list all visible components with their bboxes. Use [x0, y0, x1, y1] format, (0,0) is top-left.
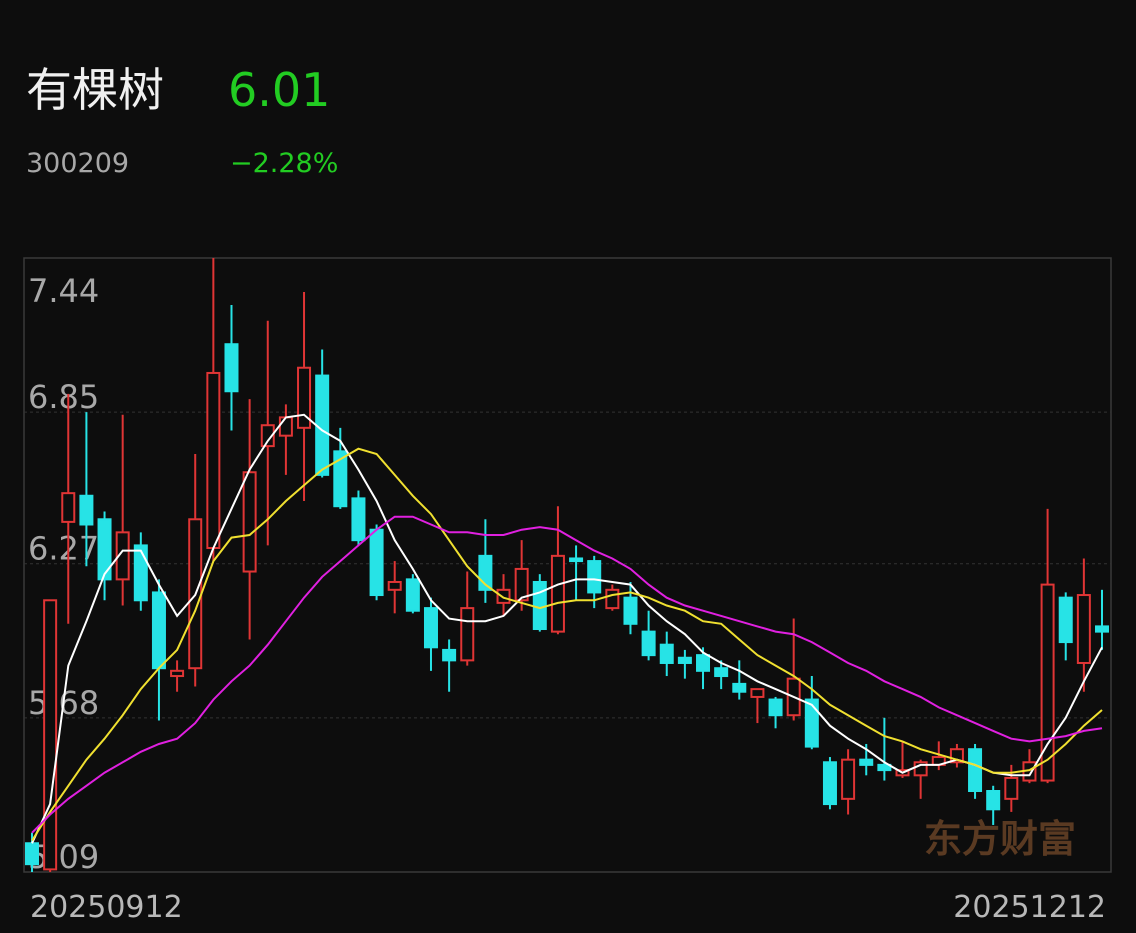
candle-body	[278, 416, 293, 437]
candle-body	[369, 528, 384, 597]
candle-body	[768, 698, 783, 717]
candle-body	[696, 654, 711, 672]
candle-body	[442, 648, 457, 662]
candle-body	[659, 643, 674, 664]
candle-body	[841, 758, 856, 800]
candle-body	[968, 748, 983, 793]
stock-code: 300209	[26, 148, 129, 179]
y-tick-label: 7.44	[28, 272, 99, 310]
moving-average-line	[31, 447, 1103, 842]
candle-body	[1040, 583, 1055, 782]
candle-body	[986, 790, 1001, 811]
candle-body	[732, 682, 747, 693]
candle-body	[387, 580, 402, 591]
candle-body	[550, 554, 565, 633]
candle-body	[804, 698, 819, 748]
candle-body	[514, 567, 529, 602]
candle-body	[133, 544, 148, 602]
candle-body	[1076, 594, 1091, 664]
stock-price: 6.01	[228, 63, 330, 117]
candle-body	[587, 560, 602, 594]
candle-body	[97, 518, 112, 581]
candle-body	[315, 374, 330, 476]
candle-body	[242, 471, 257, 573]
stock-name: 有棵树	[26, 63, 164, 117]
candle-body	[260, 424, 275, 448]
candle-body	[532, 580, 547, 631]
candle-body	[750, 688, 765, 698]
candle-body	[351, 497, 366, 542]
candle-body	[115, 531, 130, 581]
candle-body	[151, 591, 166, 670]
candle-body	[333, 450, 348, 508]
candle-body	[1095, 625, 1109, 633]
x-tick-label: 20251212	[953, 890, 1106, 925]
candle-body	[224, 343, 239, 393]
moving-average-line	[31, 515, 1103, 834]
candle-body	[641, 630, 656, 657]
candle-body	[423, 607, 438, 649]
candle-body	[877, 763, 892, 772]
candle-body	[496, 588, 511, 604]
y-tick-label: 6.27	[28, 530, 99, 568]
candle-body	[25, 842, 39, 866]
y-tick-label: 5.09	[28, 838, 99, 876]
y-tick-label: 6.85	[28, 378, 99, 416]
candle-body	[605, 588, 620, 610]
candle-body	[206, 371, 221, 550]
watermark: 东方财富	[924, 817, 1076, 861]
x-tick-label: 20250912	[30, 890, 183, 925]
candle-body	[1058, 596, 1073, 644]
candle-body	[822, 761, 837, 806]
candle-body	[170, 669, 185, 678]
candle-body	[569, 557, 584, 563]
stock-change: −2.28%	[230, 148, 338, 179]
moving-average-line	[31, 413, 1103, 844]
candle-body	[460, 607, 475, 662]
candle-body	[677, 656, 692, 664]
candle-body	[297, 366, 312, 429]
candle-body	[61, 492, 76, 523]
candle-body	[1004, 776, 1019, 800]
candle-body	[623, 596, 638, 625]
candle-body	[859, 758, 874, 766]
candle-body	[405, 578, 420, 612]
candle-body	[43, 599, 58, 871]
candle-body	[79, 494, 94, 526]
candle-body	[714, 667, 729, 678]
